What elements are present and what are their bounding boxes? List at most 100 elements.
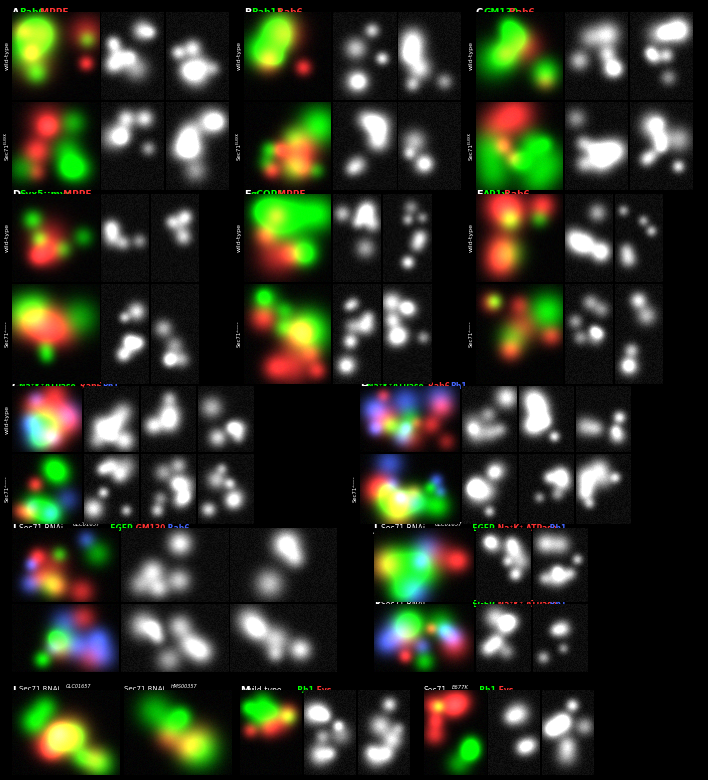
- Text: GM130: GM130: [123, 530, 145, 535]
- Text: Sec71ᴱᴸᴷᴷᴷ: Sec71ᴱᴸᴷᴷᴷ: [4, 476, 9, 502]
- Text: Syx5::myc: Syx5::myc: [103, 196, 136, 201]
- Text: C: C: [476, 8, 484, 18]
- Text: AP1γ: AP1γ: [567, 286, 583, 291]
- Text: Rab6: Rab6: [521, 388, 537, 393]
- Text: Rh1: Rh1: [490, 692, 502, 697]
- Text: Sec71ᴱᴸᴷᴷᴷ: Sec71ᴱᴸᴷᴷᴷ: [4, 321, 9, 347]
- Text: Rab6: Rab6: [165, 524, 190, 533]
- Text: Na⁺K⁺ ATPase: Na⁺K⁺ ATPase: [495, 600, 557, 609]
- Text: E: E: [244, 190, 251, 200]
- Text: Rab6: Rab6: [632, 14, 648, 19]
- Text: Rh1: Rh1: [474, 686, 496, 695]
- Text: F: F: [476, 190, 483, 200]
- Text: GM130: GM130: [483, 8, 518, 17]
- Text: Rab6: Rab6: [103, 14, 119, 19]
- Text: Sec71ᴱᴸᴷᴷᴷ: Sec71ᴱᴸᴷᴷᴷ: [236, 321, 241, 347]
- Text: Sec71ᴱᴸᴷᴷᴷ: Sec71ᴱᴸᴷᴷᴷ: [4, 132, 9, 160]
- Text: Rh1: Rh1: [292, 686, 314, 695]
- Text: Rh1: Rh1: [535, 606, 547, 611]
- Text: GM130: GM130: [567, 104, 589, 109]
- Text: Na⁺K⁺ATPase: Na⁺K⁺ATPase: [86, 456, 122, 461]
- Text: wild-type: wild-type: [469, 224, 474, 253]
- Text: AP1γ: AP1γ: [483, 190, 509, 199]
- Text: Eys: Eys: [314, 686, 331, 695]
- Text: MPPE: MPPE: [273, 190, 305, 199]
- Text: K: K: [374, 600, 382, 610]
- Text: Rab6: Rab6: [143, 456, 159, 461]
- Text: MPPE: MPPE: [153, 196, 169, 201]
- Text: Rh1: Rh1: [200, 388, 212, 393]
- Text: Eys: Eys: [44, 695, 62, 704]
- Text: EGFP: EGFP: [105, 524, 133, 533]
- Text: A: A: [12, 8, 20, 18]
- Text: Sec71 RNAi: Sec71 RNAi: [19, 524, 63, 533]
- Text: Na⁺K⁺ATPase: Na⁺K⁺ATPase: [86, 388, 122, 393]
- Text: Rab11: Rab11: [251, 8, 283, 17]
- Text: wild-type: wild-type: [236, 224, 241, 253]
- Text: Na⁺K⁺ATPase: Na⁺K⁺ATPase: [367, 382, 426, 391]
- Text: wild-type: wild-type: [4, 224, 9, 253]
- Text: GLC01657: GLC01657: [73, 522, 101, 527]
- Text: Rab6: Rab6: [617, 286, 633, 291]
- Text: β⁺K⁺ATPase: β⁺K⁺ATPase: [464, 456, 496, 461]
- Text: Eys: Eys: [544, 692, 555, 697]
- Text: EGFP: EGFP: [467, 524, 495, 533]
- Text: GLC01657: GLC01657: [435, 522, 462, 527]
- Text: Rh1: Rh1: [200, 456, 212, 461]
- Text: GM130: GM130: [133, 524, 166, 533]
- Text: G: G: [12, 382, 20, 392]
- Text: AP1γ: AP1γ: [567, 196, 583, 201]
- Text: EGFP: EGFP: [467, 600, 495, 609]
- Text: Rab6: Rab6: [19, 8, 45, 17]
- Text: GLC01657: GLC01657: [66, 684, 91, 689]
- Text: Na⁺K⁺ ATPase: Na⁺K⁺ ATPase: [495, 524, 557, 533]
- Text: Rh1: Rh1: [578, 456, 590, 461]
- Text: L: L: [12, 686, 18, 696]
- Text: Rh1: Rh1: [547, 524, 566, 533]
- Text: Rh1: Rh1: [102, 382, 119, 391]
- Text: B: B: [244, 8, 251, 18]
- Text: MPPE: MPPE: [153, 286, 169, 291]
- Text: Rab6: Rab6: [506, 8, 535, 17]
- Text: Eys: Eys: [496, 686, 513, 695]
- Text: Syx5::myc: Syx5::myc: [103, 286, 136, 291]
- Text: Rab6: Rab6: [400, 14, 416, 19]
- Text: Rab6: Rab6: [501, 190, 530, 199]
- Text: Sec71ᴱᴸᴷᴷᴷ: Sec71ᴱᴸᴷᴷᴷ: [469, 321, 474, 347]
- Text: MPPE: MPPE: [37, 8, 69, 17]
- Text: wild-type: wild-type: [236, 41, 241, 70]
- Text: MPPE: MPPE: [168, 104, 185, 109]
- Text: EGFP: EGFP: [19, 695, 42, 704]
- Text: Sec71 RNAi: Sec71 RNAi: [124, 686, 164, 692]
- Text: MPPE: MPPE: [168, 14, 185, 19]
- Text: Rab11: Rab11: [335, 14, 355, 19]
- Text: Sec71: Sec71: [424, 686, 447, 695]
- Text: HMS00357: HMS00357: [171, 684, 198, 689]
- Text: αCOP1: αCOP1: [251, 190, 285, 199]
- Text: Rab11: Rab11: [335, 104, 355, 109]
- Text: Sec71ᴱᴸᴷᴷᴷ: Sec71ᴱᴸᴷᴷᴷ: [236, 132, 241, 160]
- Text: αCOP1: αCOP1: [335, 286, 356, 291]
- Text: Rh1: Rh1: [450, 382, 467, 391]
- Text: D: D: [12, 190, 20, 200]
- Text: Sec71 RNAi: Sec71 RNAi: [19, 686, 59, 692]
- Text: H: H: [360, 382, 368, 392]
- Text: Rab6: Rab6: [617, 196, 633, 201]
- Text: Rab6: Rab6: [428, 382, 452, 391]
- Text: Na⁺K⁺ATPase: Na⁺K⁺ATPase: [19, 382, 79, 391]
- Text: GM130: GM130: [567, 14, 589, 19]
- Text: Rh1: Rh1: [535, 530, 547, 535]
- Text: Sec71 RNAi: Sec71 RNAi: [381, 524, 425, 533]
- Text: wild-type: wild-type: [247, 686, 282, 695]
- Text: wild-type: wild-type: [469, 41, 474, 70]
- Text: Sec71 RNAi: Sec71 RNAi: [381, 600, 425, 609]
- Text: MPPE: MPPE: [59, 190, 91, 199]
- Text: Rab6: Rab6: [521, 456, 537, 461]
- Text: Rab6: Rab6: [400, 104, 416, 109]
- Text: Sec71ᴱᴸᴷᴷᴷ: Sec71ᴱᴸᴷᴷᴷ: [469, 132, 474, 160]
- Text: Rab6: Rab6: [80, 382, 105, 391]
- Text: M: M: [240, 686, 250, 696]
- Text: αCOP1: αCOP1: [335, 196, 356, 201]
- Text: E677K: E677K: [452, 685, 469, 690]
- Text: Syx5::myc: Syx5::myc: [19, 190, 72, 199]
